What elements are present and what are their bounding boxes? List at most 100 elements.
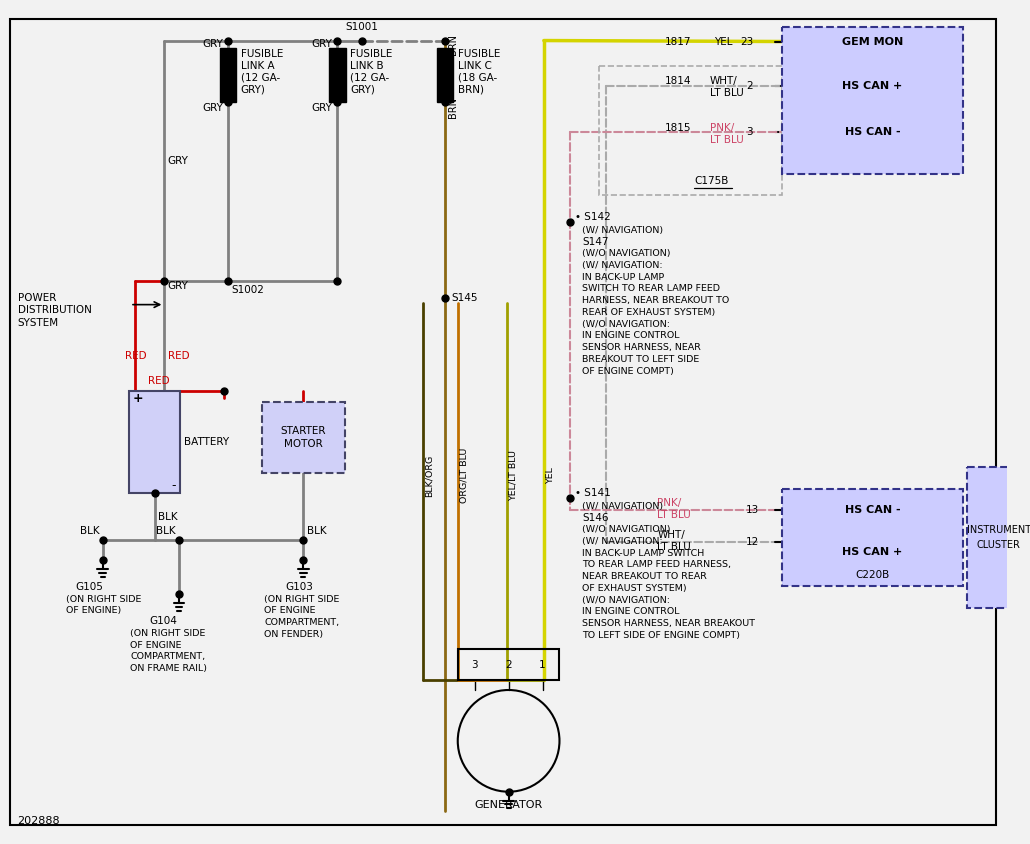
Bar [967,467,1030,608]
Text: G105: G105 [75,582,103,592]
Text: BLK/ORG: BLK/ORG [424,455,434,497]
Text: (W/ NAVIGATION:: (W/ NAVIGATION: [582,261,662,270]
Text: GRY: GRY [167,281,188,291]
Text: (W/ NAVIGATION): (W/ NAVIGATION) [582,501,663,511]
Text: GRY): GRY) [350,84,375,95]
Text: • S142: • S142 [575,212,611,222]
Text: S146: S146 [582,513,609,522]
Text: PNK/: PNK/ [657,498,682,508]
Text: OF EXHAUST SYSTEM): OF EXHAUST SYSTEM) [582,584,687,592]
Text: 1817: 1817 [665,36,691,46]
Text: 2: 2 [747,80,753,90]
Text: GRY: GRY [202,103,224,113]
Text: LINK B: LINK B [350,61,384,71]
Text: (ON RIGHT SIDE: (ON RIGHT SIDE [66,594,141,603]
Text: OF ENGINE: OF ENGINE [130,641,181,650]
Text: 3: 3 [472,659,478,669]
Text: • S141: • S141 [575,489,611,499]
Text: (W/O NAVIGATION): (W/O NAVIGATION) [582,249,671,258]
Text: HS CAN -: HS CAN - [845,127,900,138]
Text: RED: RED [147,376,169,386]
Text: LINK A: LINK A [241,61,274,71]
Text: GRY: GRY [167,156,188,166]
Bar [330,48,346,102]
Text: GRY: GRY [202,40,224,50]
Text: SYSTEM: SYSTEM [18,318,59,328]
Text: 13: 13 [746,505,759,515]
Text: S1002: S1002 [232,285,265,295]
Bar [437,48,453,102]
Text: WHT/: WHT/ [657,531,685,540]
Bar [457,649,559,680]
Text: OF ENGINE: OF ENGINE [264,606,315,615]
Text: WHT/: WHT/ [710,76,737,85]
Text: DISTRIBUTION: DISTRIBUTION [18,306,92,316]
Text: HS CAN +: HS CAN + [843,80,902,90]
Text: YEL/LT BLU: YEL/LT BLU [509,451,518,501]
Text: S145: S145 [451,293,477,303]
Text: YEL: YEL [714,36,732,46]
Text: GEM MON: GEM MON [842,36,903,46]
Bar [129,391,180,494]
Text: TO REAR LAMP FEED HARNESS,: TO REAR LAMP FEED HARNESS, [582,560,731,570]
Text: SENSOR HARNESS, NEAR BREAKOUT: SENSOR HARNESS, NEAR BREAKOUT [582,619,755,628]
Text: 1814: 1814 [665,76,691,85]
Text: CLUSTER: CLUSTER [976,540,1021,550]
Text: BRN: BRN [448,34,458,55]
Text: (W/O NAVIGATION:: (W/O NAVIGATION: [582,320,670,328]
Text: (12 GA-: (12 GA- [350,73,389,83]
Bar [783,489,963,587]
Text: GRY: GRY [312,103,333,113]
Bar [219,48,236,102]
Text: C220B: C220B [855,570,890,580]
Text: S147: S147 [582,237,609,247]
Text: BREAKOUT TO LEFT SIDE: BREAKOUT TO LEFT SIDE [582,354,699,364]
Text: LINK C: LINK C [457,61,491,71]
Text: NEAR BREAKOUT TO REAR: NEAR BREAKOUT TO REAR [582,572,707,581]
Text: G104: G104 [149,615,177,625]
Text: 1: 1 [540,659,546,669]
Text: IN BACK-UP LAMP SWITCH: IN BACK-UP LAMP SWITCH [582,549,705,558]
Bar [783,27,963,174]
Text: 1815: 1815 [665,122,691,133]
Text: 202888: 202888 [18,816,60,826]
Text: IN BACK-UP LAMP: IN BACK-UP LAMP [582,273,664,282]
Text: POWER: POWER [18,293,56,303]
Text: PNK/: PNK/ [710,122,734,133]
Text: BLK: BLK [80,526,100,536]
Text: G103: G103 [285,582,313,592]
Text: (18 GA-: (18 GA- [457,73,497,83]
Text: (12 GA-: (12 GA- [241,73,280,83]
Text: ON FRAME RAIL): ON FRAME RAIL) [130,664,207,673]
Text: REAR OF EXHAUST SYSTEM): REAR OF EXHAUST SYSTEM) [582,308,715,317]
Bar [262,403,345,473]
Text: LT BLU: LT BLU [657,542,691,552]
Text: (ON RIGHT SIDE: (ON RIGHT SIDE [130,629,205,638]
Text: FUSIBLE: FUSIBLE [241,49,283,59]
Text: OF ENGINE): OF ENGINE) [66,606,121,615]
Text: 3: 3 [747,127,753,138]
Text: +: + [133,392,143,405]
Text: FUSIBLE: FUSIBLE [350,49,392,59]
Text: LT BLU: LT BLU [710,135,744,145]
Text: RED: RED [168,351,190,361]
Text: GRY): GRY) [241,84,266,95]
Text: SWITCH TO REAR LAMP FEED: SWITCH TO REAR LAMP FEED [582,284,720,294]
Text: (W/ NAVIGATION): (W/ NAVIGATION) [582,226,663,235]
Text: GENERATOR: GENERATOR [475,800,543,810]
Text: COMPARTMENT,: COMPARTMENT, [264,618,339,627]
Text: 2: 2 [506,659,512,669]
Text: FUSIBLE: FUSIBLE [457,49,501,59]
Text: TO LEFT SIDE OF ENGINE COMPT): TO LEFT SIDE OF ENGINE COMPT) [582,630,740,640]
Text: IN ENGINE CONTROL: IN ENGINE CONTROL [582,607,680,616]
Text: BLK: BLK [159,511,178,522]
Text: LT BLU: LT BLU [710,89,744,99]
Text: (W/O NAVIGATION:: (W/O NAVIGATION: [582,596,670,604]
Text: 12: 12 [746,538,759,547]
Text: -: - [172,479,176,492]
Text: YEL: YEL [546,468,555,484]
Text: (ON RIGHT SIDE: (ON RIGHT SIDE [264,594,340,603]
Text: BRN): BRN) [457,84,484,95]
Text: IN ENGINE CONTROL: IN ENGINE CONTROL [582,332,680,340]
Text: (W/O NAVIGATION): (W/O NAVIGATION) [582,525,671,534]
